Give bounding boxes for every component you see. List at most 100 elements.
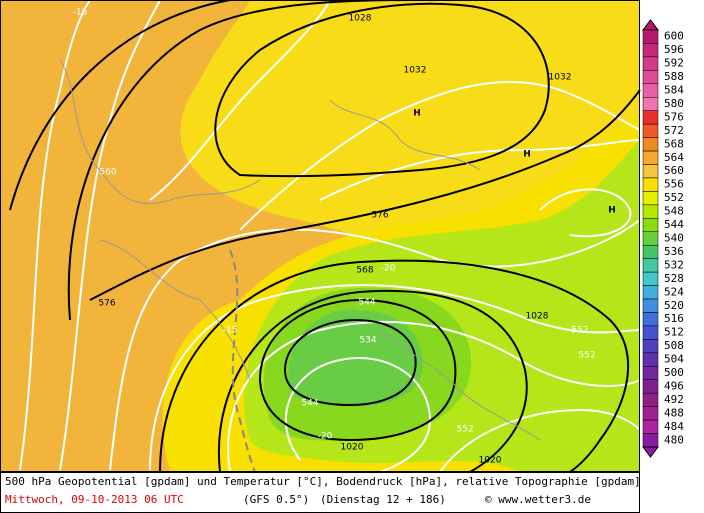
scale-swatch bbox=[642, 244, 659, 259]
scale-swatch bbox=[642, 56, 659, 71]
scale-swatch bbox=[642, 231, 659, 246]
scale-label: 496 bbox=[664, 379, 684, 392]
contour-label: 568 bbox=[356, 266, 373, 276]
contour-label: 1020 bbox=[479, 456, 502, 466]
scale-swatch bbox=[642, 43, 659, 58]
scale-label: 588 bbox=[664, 70, 684, 83]
scale-swatch bbox=[642, 325, 659, 340]
pressure-geopotential-contours bbox=[9, 0, 641, 473]
scale-swatch bbox=[642, 419, 659, 434]
footer-credit: © www.wetter3.de bbox=[485, 493, 591, 506]
scale-label: 488 bbox=[664, 406, 684, 419]
scale-label: 556 bbox=[664, 178, 684, 191]
scale-swatch bbox=[642, 177, 659, 192]
color-scale: 6005965925885845805765725685645605565525… bbox=[642, 19, 684, 458]
scale-label: 508 bbox=[664, 339, 684, 352]
scale-label: 548 bbox=[664, 205, 684, 218]
scale-label: 520 bbox=[664, 299, 684, 312]
scale-swatch bbox=[642, 123, 659, 138]
map-frame bbox=[0, 0, 640, 472]
map-labels: -15 1028 1032 1032 H H H 560 576 576 568 -20 544 534 -… bbox=[73, 8, 616, 466]
scale-label: 576 bbox=[664, 110, 684, 123]
scale-swatch bbox=[642, 271, 659, 286]
scale-swatch bbox=[642, 29, 659, 44]
scale-swatch bbox=[642, 379, 659, 394]
scale-swatch bbox=[642, 164, 659, 179]
scale-label: 552 bbox=[664, 191, 684, 204]
contour-label: 576 bbox=[98, 299, 115, 309]
scale-swatch bbox=[642, 97, 659, 111]
scale-label: 480 bbox=[664, 433, 684, 446]
scale-swatch bbox=[642, 366, 659, 380]
contour-label: 544 bbox=[358, 298, 375, 308]
scale-label: 596 bbox=[664, 43, 684, 56]
scale-swatch bbox=[642, 110, 659, 125]
trough-line bbox=[229, 249, 256, 473]
scale-arrow-bottom bbox=[642, 446, 659, 458]
scale-swatch bbox=[642, 218, 659, 233]
footer-model: (GFS 0.5°) bbox=[243, 493, 309, 506]
contour-label: 560 bbox=[99, 168, 116, 178]
footer-run: (Dienstag 12 + 186) bbox=[320, 493, 446, 506]
contour-label: -20 bbox=[318, 432, 333, 442]
coastlines bbox=[59, 59, 541, 441]
scale-swatch bbox=[642, 312, 659, 327]
scale-label: 524 bbox=[664, 285, 684, 298]
map: -15 1028 1032 1032 H H H 560 576 576 568 -20 544 534 -… bbox=[0, 0, 641, 473]
scale-label: 484 bbox=[664, 420, 684, 433]
scale-label: 532 bbox=[664, 258, 684, 271]
scale-label: 584 bbox=[664, 84, 684, 97]
scale-swatch bbox=[642, 70, 659, 85]
contour-label: 1028 bbox=[349, 14, 372, 24]
scale-label: 528 bbox=[664, 272, 684, 285]
contour-label: 544 bbox=[301, 399, 318, 409]
scale-label: 516 bbox=[664, 312, 684, 325]
scale-swatch bbox=[642, 433, 659, 448]
contour-label: 552 bbox=[456, 425, 473, 435]
scale-swatch bbox=[642, 392, 659, 407]
contour-label: 552 bbox=[571, 326, 588, 336]
contour-label: 576 bbox=[371, 211, 388, 221]
scale-swatch bbox=[642, 285, 659, 300]
scale-label: 560 bbox=[664, 164, 684, 177]
contour-label: 1028 bbox=[526, 312, 549, 322]
scale-label: 512 bbox=[664, 326, 684, 339]
footer-date: Mittwoch, 09-10-2013 06 UTC bbox=[5, 493, 184, 506]
scale-swatch bbox=[642, 204, 659, 219]
scale-swatch bbox=[642, 83, 659, 98]
high-pressure-marker: H bbox=[523, 150, 531, 160]
footer-box bbox=[0, 472, 640, 513]
contour-label: -15 bbox=[223, 326, 238, 336]
scale-label: 592 bbox=[664, 57, 684, 70]
scale-swatch bbox=[642, 352, 659, 367]
contour-label: -20 bbox=[381, 264, 396, 274]
scale-label: 580 bbox=[664, 97, 684, 110]
contour-label: -15 bbox=[73, 8, 88, 18]
scale-swatch bbox=[642, 406, 659, 421]
contour-label: 1032 bbox=[404, 66, 427, 76]
scale-label: 544 bbox=[664, 218, 684, 231]
high-pressure-marker: H bbox=[608, 206, 616, 216]
scale-label: 500 bbox=[664, 366, 684, 379]
scale-label: 572 bbox=[664, 124, 684, 137]
scale-swatch bbox=[642, 137, 659, 152]
contour-label: 534 bbox=[359, 336, 376, 346]
contour-label: 1020 bbox=[341, 443, 364, 453]
contour-label: 1032 bbox=[549, 73, 572, 83]
scale-label: 600 bbox=[664, 30, 684, 43]
scale-label: 504 bbox=[664, 353, 684, 366]
scale-label: 492 bbox=[664, 393, 684, 406]
scale-swatch bbox=[642, 298, 659, 313]
scale-swatch bbox=[642, 258, 659, 273]
scale-label: 568 bbox=[664, 137, 684, 150]
scale-swatch bbox=[642, 191, 659, 206]
scale-label: 540 bbox=[664, 232, 684, 245]
scale-swatch bbox=[642, 150, 659, 165]
high-pressure-marker: H bbox=[413, 109, 421, 119]
scale-label: 536 bbox=[664, 245, 684, 258]
scale-swatch bbox=[642, 339, 659, 354]
footer-description: 500 hPa Geopotential [gpdam] und Tempera… bbox=[5, 475, 641, 488]
scale-label: 564 bbox=[664, 151, 684, 164]
contour-label: 552 bbox=[578, 351, 595, 361]
